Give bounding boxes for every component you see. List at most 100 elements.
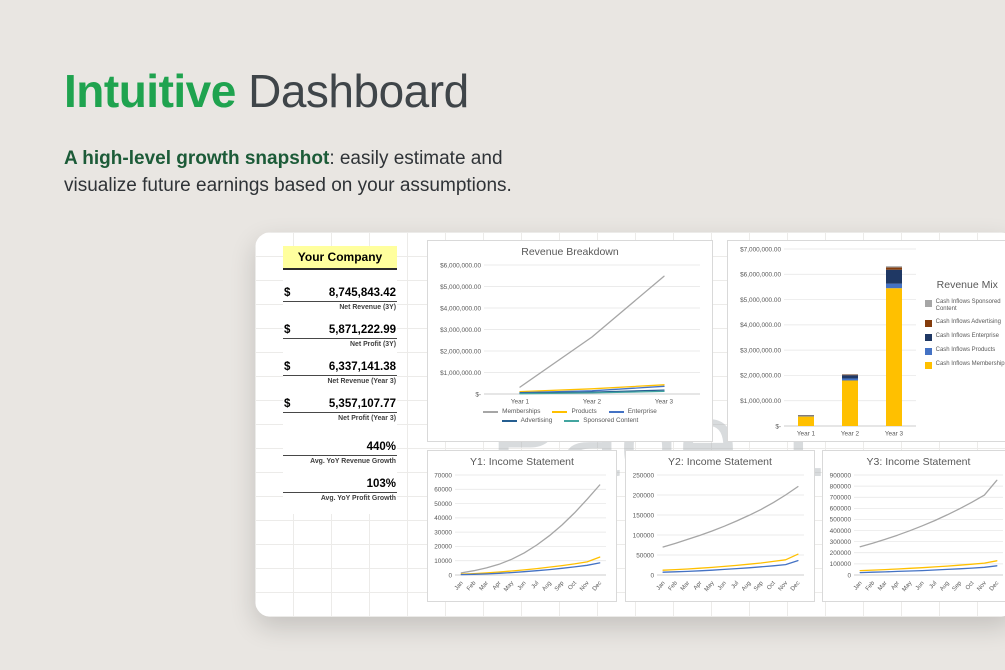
svg-text:Apr: Apr [693, 580, 704, 591]
page-title-rest: Dashboard [235, 65, 469, 117]
chart-title: Y3: Income Statement [866, 456, 971, 468]
svg-text:Apr: Apr [890, 580, 901, 591]
legend-swatch [564, 419, 580, 422]
chart-y2-income-statement: Y2: Income Statement 0 50000 100000 150000 2… [625, 450, 815, 602]
legend-swatch [483, 410, 499, 413]
svg-text:Sep: Sep [554, 580, 566, 593]
svg-text:Mar: Mar [680, 580, 691, 592]
company-header-cell: Your Company [283, 246, 397, 270]
legend-item: Cash Inflows Advertising [924, 319, 1005, 328]
revenue-breakdown-legend: Memberships Products Enterprise Advertising… [430, 408, 710, 424]
chart-y1-income-statement: Y1: Income Statement 0 10000 20000 30000 400… [427, 450, 617, 602]
metric-value: $5,357,107.77 [283, 397, 397, 413]
svg-text:Jun: Jun [517, 580, 528, 591]
svg-text:$3,000,000.00: $3,000,000.00 [740, 347, 781, 354]
svg-text:Jul: Jul [929, 580, 939, 590]
page-subtitle: A high-level growth snapshot: easily est… [64, 146, 564, 200]
svg-text:Dec: Dec [989, 580, 1000, 592]
metrics-panel: Your Company $8,745,843.42 Net Revenue (… [283, 246, 397, 514]
hero-section: Intuitive Dashboard A high-level growth … [64, 64, 584, 200]
svg-text:Aug: Aug [541, 580, 552, 592]
svg-text:100000: 100000 [633, 532, 655, 539]
svg-text:Year 3: Year 3 [885, 431, 904, 438]
svg-text:Year 1: Year 1 [511, 399, 530, 406]
svg-text:Year 2: Year 2 [583, 399, 602, 406]
svg-text:Sep: Sep [753, 580, 765, 593]
legend-label: Enterprise [627, 408, 657, 415]
svg-text:Nov: Nov [778, 580, 789, 592]
metric-net-revenue-3y: $8,745,843.42 Net Revenue (3Y) [283, 286, 397, 311]
legend-swatch [501, 419, 517, 422]
legend-swatch [924, 348, 932, 356]
metric-value: $8,745,843.42 [283, 286, 397, 302]
svg-text:Oct: Oct [965, 580, 976, 591]
chart-y3-income-statement: Y3: Income Statement 0 100000 200000 300000… [822, 450, 1005, 602]
metric-avg-revenue-growth: 440% Avg. YoY Revenue Growth [283, 440, 397, 465]
svg-text:May: May [704, 580, 716, 593]
metric-value: $5,871,222.99 [283, 323, 397, 339]
svg-text:$3,000,000.00: $3,000,000.00 [440, 327, 481, 334]
legend-label: Advertising [520, 417, 553, 424]
legend-swatch [924, 334, 932, 342]
svg-text:600000: 600000 [830, 506, 852, 513]
legend-item: Enterprise [608, 408, 657, 415]
svg-text:700000: 700000 [830, 495, 852, 502]
svg-text:Nov: Nov [976, 580, 987, 592]
svg-text:20000: 20000 [434, 544, 452, 551]
svg-text:Mar: Mar [877, 580, 888, 592]
metrics-list: $8,745,843.42 Net Revenue (3Y) $5,871,22… [283, 286, 397, 502]
legend-label: Memberships [502, 408, 541, 415]
svg-text:40000: 40000 [434, 515, 452, 522]
svg-text:0: 0 [847, 572, 851, 579]
metric-label: Net Profit (Year 3) [338, 415, 396, 422]
legend-label: Products [571, 408, 597, 415]
chart-title: Revenue Mix [936, 279, 998, 291]
legend-label: Cash Inflows Sponsored Content [935, 299, 1001, 313]
y1-income-plot: 0 10000 20000 30000 40000 50000 60000 70000 Jan F… [434, 472, 606, 593]
metric-label: Net Profit (3Y) [350, 341, 396, 348]
legend-swatch [924, 320, 932, 328]
svg-text:Jun: Jun [717, 580, 728, 591]
legend-item: Cash Inflows Memberships [924, 361, 1005, 370]
svg-text:500000: 500000 [830, 517, 852, 524]
svg-text:10000: 10000 [434, 558, 452, 565]
currency-symbol: $ [284, 361, 291, 373]
svg-text:Aug: Aug [939, 580, 950, 592]
legend-label: Cash Inflows Memberships [935, 361, 1005, 368]
svg-text:Aug: Aug [741, 580, 752, 592]
svg-text:250000: 250000 [633, 472, 655, 479]
svg-text:May: May [503, 580, 515, 593]
svg-text:200000: 200000 [633, 492, 655, 499]
page-title-accent: Intuitive [64, 65, 236, 117]
chart-revenue-breakdown: Revenue Breakdown $- $1,000,000.00 $2,000,… [427, 240, 713, 442]
svg-text:May: May [902, 580, 914, 593]
revenue-mix-legend: Cash Inflows Sponsored Content Cash Inflo… [924, 299, 1005, 370]
svg-text:400000: 400000 [830, 528, 852, 535]
svg-text:Jul: Jul [531, 580, 541, 590]
svg-text:Oct: Oct [567, 580, 578, 591]
svg-text:900000: 900000 [830, 472, 852, 479]
svg-text:$4,000,000.00: $4,000,000.00 [440, 305, 481, 312]
svg-text:Jan: Jan [454, 580, 465, 591]
dashboard-screenshot: Page 1 Your Company $8,745,843.42 Net Re… [255, 232, 1005, 617]
svg-text:$6,000,000.00: $6,000,000.00 [440, 262, 481, 269]
svg-text:Year 3: Year 3 [655, 399, 674, 406]
svg-text:60000: 60000 [434, 487, 452, 494]
legend-item: Advertising [501, 417, 553, 424]
svg-text:70000: 70000 [434, 472, 452, 479]
legend-swatch [552, 410, 568, 413]
legend-label: Cash Inflows Advertising [935, 319, 1001, 326]
svg-text:50000: 50000 [636, 552, 654, 559]
legend-label: Cash Inflows Enterprise [935, 333, 999, 340]
page-subtitle-rest: : easily estimate and visualize future e… [64, 148, 512, 196]
metric-net-profit-y3: $5,357,107.77 Net Profit (Year 3) [283, 397, 397, 422]
svg-text:Feb: Feb [668, 580, 680, 592]
legend-item: Cash Inflows Sponsored Content [924, 299, 1005, 313]
legend-item: Cash Inflows Enterprise [924, 333, 1005, 342]
svg-text:$2,000,000.00: $2,000,000.00 [440, 348, 481, 355]
svg-text:Dec: Dec [592, 580, 603, 592]
currency-symbol: $ [284, 287, 291, 299]
svg-text:Oct: Oct [766, 580, 777, 591]
